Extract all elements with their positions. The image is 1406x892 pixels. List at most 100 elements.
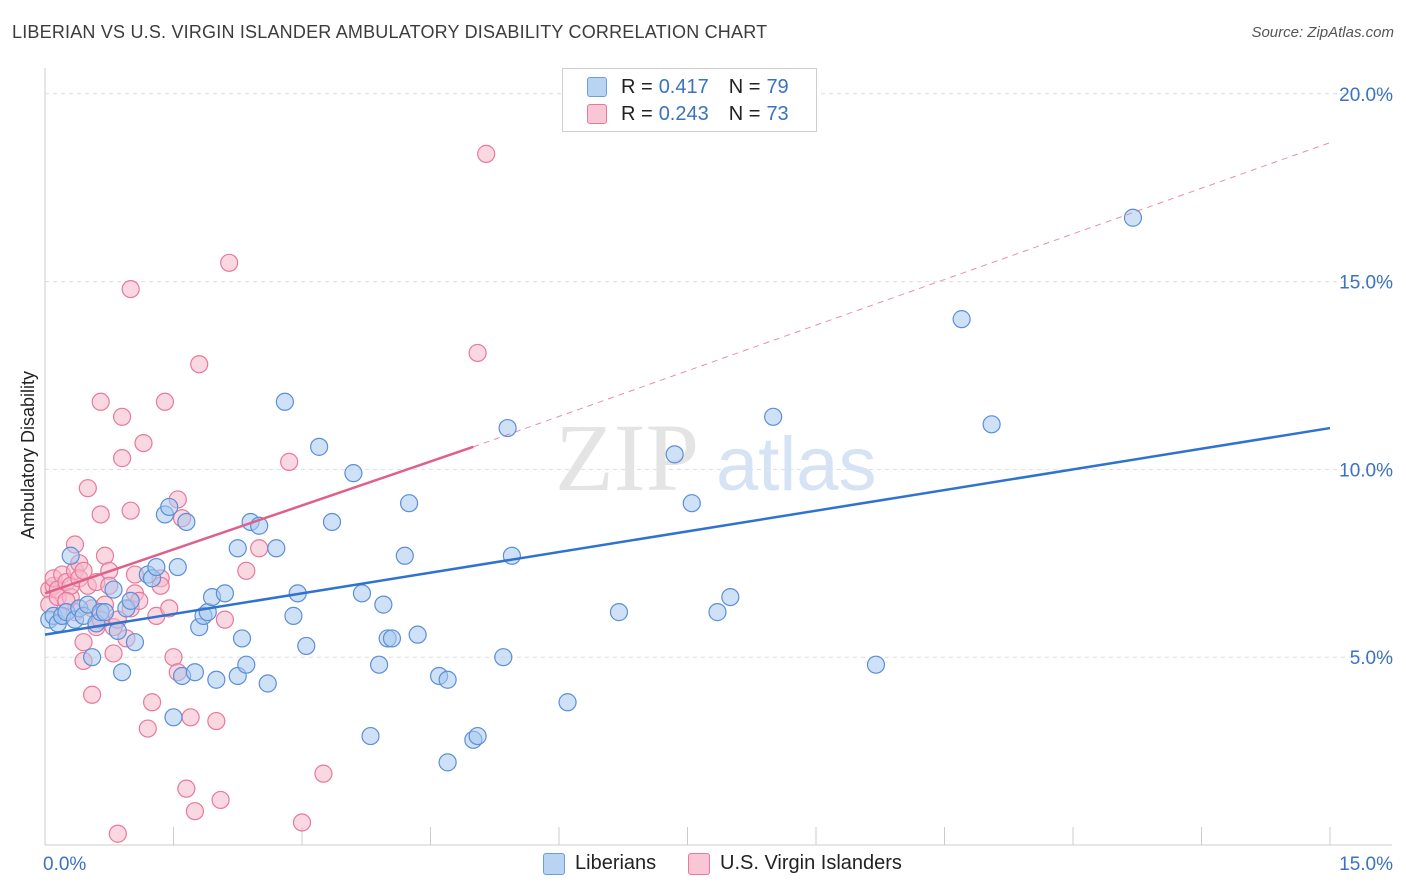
data-point-liberians (408, 625, 427, 644)
data-point-virgin-islanders (164, 648, 183, 667)
legend-r-label: R = (621, 102, 653, 125)
data-point-virgin-islanders (108, 824, 127, 843)
data-point-virgin-islanders (78, 479, 97, 498)
data-point-virgin-islanders (121, 279, 140, 299)
data-point-virgin-islanders (83, 685, 102, 704)
data-point-virgin-islanders (181, 708, 200, 727)
data-point-liberians (322, 512, 342, 532)
data-point-liberians (215, 584, 234, 603)
legend: R = 0.417 N = 79 R = 0.243 N = 73 (562, 68, 817, 132)
data-point-virgin-islanders (177, 779, 196, 798)
data-point-virgin-islanders (74, 633, 93, 652)
data-point-virgin-islanders (138, 719, 157, 738)
y-tick-label: 10.0% (1339, 460, 1393, 481)
data-point-virgin-islanders (112, 449, 132, 468)
regression-line-liberians (44, 426, 1331, 636)
watermark-atlas: atlas (716, 422, 877, 507)
data-point-liberians (468, 726, 487, 746)
data-point-virgin-islanders (280, 452, 299, 471)
data-point-virgin-islanders (237, 561, 256, 580)
legend-n-value: 73 (766, 102, 789, 125)
data-point-virgin-islanders (91, 505, 110, 524)
data-point-virgin-islanders (220, 253, 239, 272)
x-tick-label: 15.0% (1339, 854, 1393, 875)
chart-source: Source: ZipAtlas.com (1251, 24, 1394, 41)
gridlines (45, 93, 1392, 658)
data-point-liberians (147, 557, 166, 577)
data-point-liberians (438, 753, 457, 772)
regression-lines (44, 142, 1331, 636)
data-point-virgin-islanders (155, 392, 175, 411)
data-point-liberians (160, 497, 179, 517)
data-point-liberians (177, 512, 196, 532)
data-point-virgin-islanders (292, 813, 312, 832)
data-point-liberians (558, 693, 577, 712)
data-point-liberians (438, 670, 457, 689)
y-tick-label: 15.0% (1339, 273, 1393, 294)
bottom-legend-label: Liberians (575, 852, 657, 874)
data-point-liberians (665, 445, 684, 464)
data-point-liberians (866, 655, 886, 674)
bottom-legend-swatch-blue (543, 852, 565, 875)
data-point-liberians (275, 392, 294, 411)
data-point-liberians (764, 407, 783, 426)
y-tick-label: 20.0% (1339, 85, 1393, 106)
legend-r-value: 0.417 (658, 75, 709, 98)
tick-labels: 5.0% 10.0% 15.0% 20.0% 0.0% 15.0% (43, 85, 1393, 875)
data-point-liberians (1123, 208, 1143, 227)
data-point-virgin-islanders (215, 610, 234, 629)
regression-line-virgin-islanders (44, 445, 474, 595)
data-point-liberians (237, 655, 256, 674)
data-point-liberians (952, 310, 971, 329)
data-point-virgin-islanders (207, 711, 226, 731)
legend-n-label: N = (728, 75, 761, 98)
data-point-liberians (258, 674, 277, 693)
data-point-liberians (399, 494, 419, 513)
legend-n-label: N = (728, 102, 761, 125)
data-point-liberians (198, 603, 217, 622)
data-point-virgin-islanders (142, 693, 162, 712)
data-point-liberians (232, 629, 252, 648)
watermark: ZIP atlas (555, 404, 877, 511)
chart-title: LIBERIAN VS U.S. VIRGIN ISLANDER AMBULAT… (12, 22, 768, 42)
data-point-liberians (164, 708, 183, 727)
data-point-liberians (267, 539, 286, 558)
data-point-liberians (185, 663, 205, 682)
data-point-virgin-islanders (250, 539, 269, 558)
data-point-liberians (112, 663, 132, 682)
data-point-liberians (982, 415, 1001, 434)
data-point-virgin-islanders (190, 355, 209, 374)
regression-extension-virgin-islanders (473, 142, 1331, 448)
data-point-liberians (374, 595, 393, 614)
bottom-legend-label: U.S. Virgin Islanders (720, 852, 902, 874)
data-point-liberians (609, 603, 629, 622)
legend-swatch-pink (587, 104, 607, 124)
data-point-virgin-islanders (95, 546, 115, 565)
data-point-liberians (310, 437, 329, 456)
data-point-liberians (382, 629, 402, 648)
data-point-liberians (104, 580, 123, 599)
bottom-legend-liberians: Liberians (543, 852, 656, 875)
legend-row-liberians: R = 0.417 N = 79 (587, 74, 795, 100)
data-point-liberians (228, 539, 247, 558)
data-point-liberians (61, 546, 80, 565)
legend-row-virgin-islanders: R = 0.243 N = 73 (587, 101, 795, 127)
data-point-liberians (95, 603, 115, 622)
data-point-liberians (168, 557, 187, 577)
data-point-virgin-islanders (185, 802, 205, 821)
data-point-virgin-islanders (477, 144, 496, 163)
data-point-liberians (83, 648, 102, 667)
data-point-liberians (352, 584, 372, 603)
data-point-virgin-islanders (74, 561, 93, 580)
legend-r-value: 0.243 (658, 102, 709, 125)
bottom-legend-virgin-islanders: U.S. Virgin Islanders (688, 852, 902, 875)
legend-swatch-blue (587, 77, 607, 97)
data-point-liberians (682, 494, 701, 513)
data-point-liberians (494, 648, 513, 667)
bottom-legend-swatch-pink (688, 852, 710, 875)
bottom-legend: Liberians U.S. Virgin Islanders (0, 850, 1406, 880)
data-point-liberians (121, 591, 140, 610)
data-point-liberians (361, 726, 380, 746)
data-point-virgin-islanders (112, 407, 132, 426)
